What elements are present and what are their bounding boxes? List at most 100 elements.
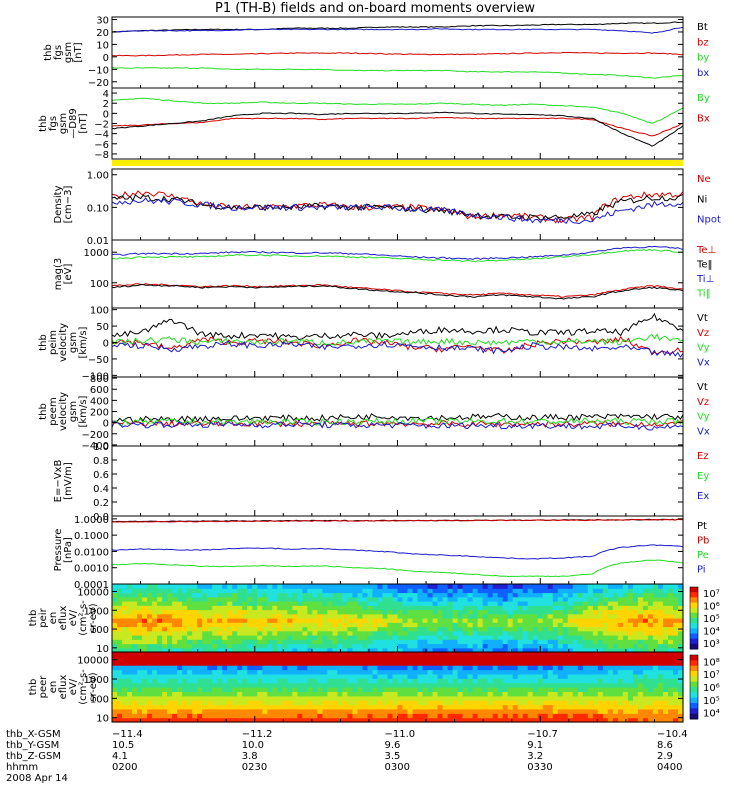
y-tick-label: 400 bbox=[90, 396, 109, 407]
spectrogram-cell bbox=[502, 713, 509, 719]
spectrogram-cell bbox=[657, 626, 664, 632]
spectrogram-cell bbox=[652, 669, 659, 675]
spectrogram-cell bbox=[257, 639, 263, 645]
spectrogram-cell bbox=[637, 647, 644, 653]
spectrogram-cell bbox=[622, 678, 629, 684]
spectrogram-cell bbox=[392, 584, 399, 589]
spectrogram-cell bbox=[457, 687, 464, 692]
spectrogram-cell bbox=[572, 678, 579, 684]
spectrogram-cell bbox=[522, 647, 529, 653]
spectrogram-cell bbox=[352, 635, 359, 640]
spectrogram-cell bbox=[132, 588, 138, 594]
spectrogram-cell bbox=[397, 639, 404, 645]
spectrogram-cell bbox=[132, 596, 138, 602]
spectrogram-cell bbox=[597, 656, 604, 662]
spectrogram-cell bbox=[617, 656, 624, 662]
spectrogram-cell bbox=[507, 673, 514, 679]
spectrogram-cell bbox=[402, 618, 409, 623]
spectrogram-cell bbox=[657, 584, 664, 589]
spectrogram-cell bbox=[432, 639, 439, 645]
spectrogram-cell bbox=[332, 717, 338, 723]
spectrogram-cell bbox=[387, 618, 394, 623]
spectrogram-cell bbox=[217, 596, 223, 602]
spectrogram-cell bbox=[612, 669, 619, 675]
spectrogram-cell bbox=[157, 609, 163, 615]
spectrogram-cell bbox=[657, 652, 664, 657]
spectrogram-cell bbox=[377, 682, 384, 688]
spectrogram-cell bbox=[632, 704, 639, 710]
spectrogram-cell bbox=[522, 639, 529, 645]
spectrogram-cell bbox=[217, 652, 223, 657]
spectrogram-cell bbox=[527, 630, 534, 636]
spectrogram-cell bbox=[312, 588, 318, 594]
spectrogram-cell bbox=[632, 639, 639, 645]
spectrogram-cell bbox=[502, 700, 509, 706]
spectrogram-cell bbox=[182, 622, 188, 628]
spectrogram-cell bbox=[442, 673, 449, 679]
spectrogram-cell bbox=[232, 660, 238, 666]
spectrogram-cell bbox=[547, 647, 554, 653]
spectrogram-cell bbox=[197, 635, 203, 640]
spectrogram-cell bbox=[532, 695, 539, 701]
spectrogram-cell bbox=[497, 630, 504, 636]
spectrogram-cell bbox=[627, 635, 634, 640]
y-tick-label: 200 bbox=[90, 408, 109, 419]
spectrogram-cell bbox=[437, 601, 444, 606]
spectrogram-cell bbox=[247, 691, 253, 697]
spectrogram-cell bbox=[252, 605, 258, 611]
spectrogram-cell bbox=[227, 601, 233, 606]
spectrogram-cell bbox=[477, 647, 484, 653]
spectrogram-cell bbox=[257, 613, 263, 619]
spectrogram-cell bbox=[217, 639, 223, 645]
spectrogram-cell bbox=[542, 713, 549, 719]
spectrogram-cell bbox=[482, 678, 489, 684]
spectrogram-cell bbox=[197, 613, 203, 619]
spectrogram-cell bbox=[377, 673, 384, 679]
spectrogram-cell bbox=[452, 622, 459, 628]
spectrogram-cell bbox=[487, 618, 494, 623]
spectrogram-cell bbox=[232, 691, 238, 697]
spectrogram-cell bbox=[237, 652, 243, 657]
legend-label: Ni bbox=[697, 194, 707, 205]
spectrogram-cell bbox=[187, 639, 193, 645]
colorbar-tick-label: 10⁸ bbox=[703, 657, 720, 668]
spectrogram-cell bbox=[327, 682, 333, 688]
spectrogram-cell bbox=[397, 695, 404, 701]
spectrogram-cell bbox=[377, 678, 384, 684]
spectrogram-cell bbox=[272, 588, 278, 594]
spectrogram-cell bbox=[507, 618, 514, 623]
spectrogram-cell bbox=[152, 626, 158, 632]
legend-label: Vx bbox=[697, 357, 710, 368]
spectrogram-cell bbox=[642, 596, 649, 602]
spectrogram-cell bbox=[322, 691, 328, 697]
spectrogram-cell bbox=[502, 588, 509, 594]
spectrogram-cell bbox=[312, 647, 318, 653]
spectrogram-cell bbox=[157, 713, 163, 719]
spectrogram-cell bbox=[542, 669, 549, 675]
spectrogram-cell bbox=[627, 618, 634, 623]
spectrogram-cell bbox=[412, 622, 419, 628]
spectrogram-cell bbox=[212, 669, 218, 675]
spectrogram-cell bbox=[372, 682, 379, 688]
spectrogram-cell bbox=[512, 592, 519, 598]
spectrogram-cell bbox=[452, 613, 459, 619]
spectrogram-cell bbox=[392, 673, 399, 679]
spectrogram-cell bbox=[522, 601, 529, 606]
spectrogram-cell bbox=[142, 605, 148, 611]
spectrogram-cell bbox=[362, 588, 369, 594]
spectrogram-cell bbox=[382, 622, 389, 628]
spectrogram-cell bbox=[447, 609, 454, 615]
spectrogram-cell bbox=[607, 669, 614, 675]
legend-label: Ti⊥ bbox=[696, 274, 714, 285]
spectrogram-cell bbox=[507, 682, 514, 688]
y-axis-label: en bbox=[48, 681, 59, 694]
spectrogram-cell bbox=[567, 626, 574, 632]
spectrogram-cell bbox=[167, 588, 173, 594]
spectrogram-cell bbox=[492, 613, 499, 619]
spectrogram-cell bbox=[237, 673, 243, 679]
spectrogram-cell bbox=[152, 647, 158, 653]
series-line-temp-3 bbox=[111, 248, 684, 263]
colorbar-segment bbox=[690, 713, 698, 720]
spectrogram-cell bbox=[612, 647, 619, 653]
